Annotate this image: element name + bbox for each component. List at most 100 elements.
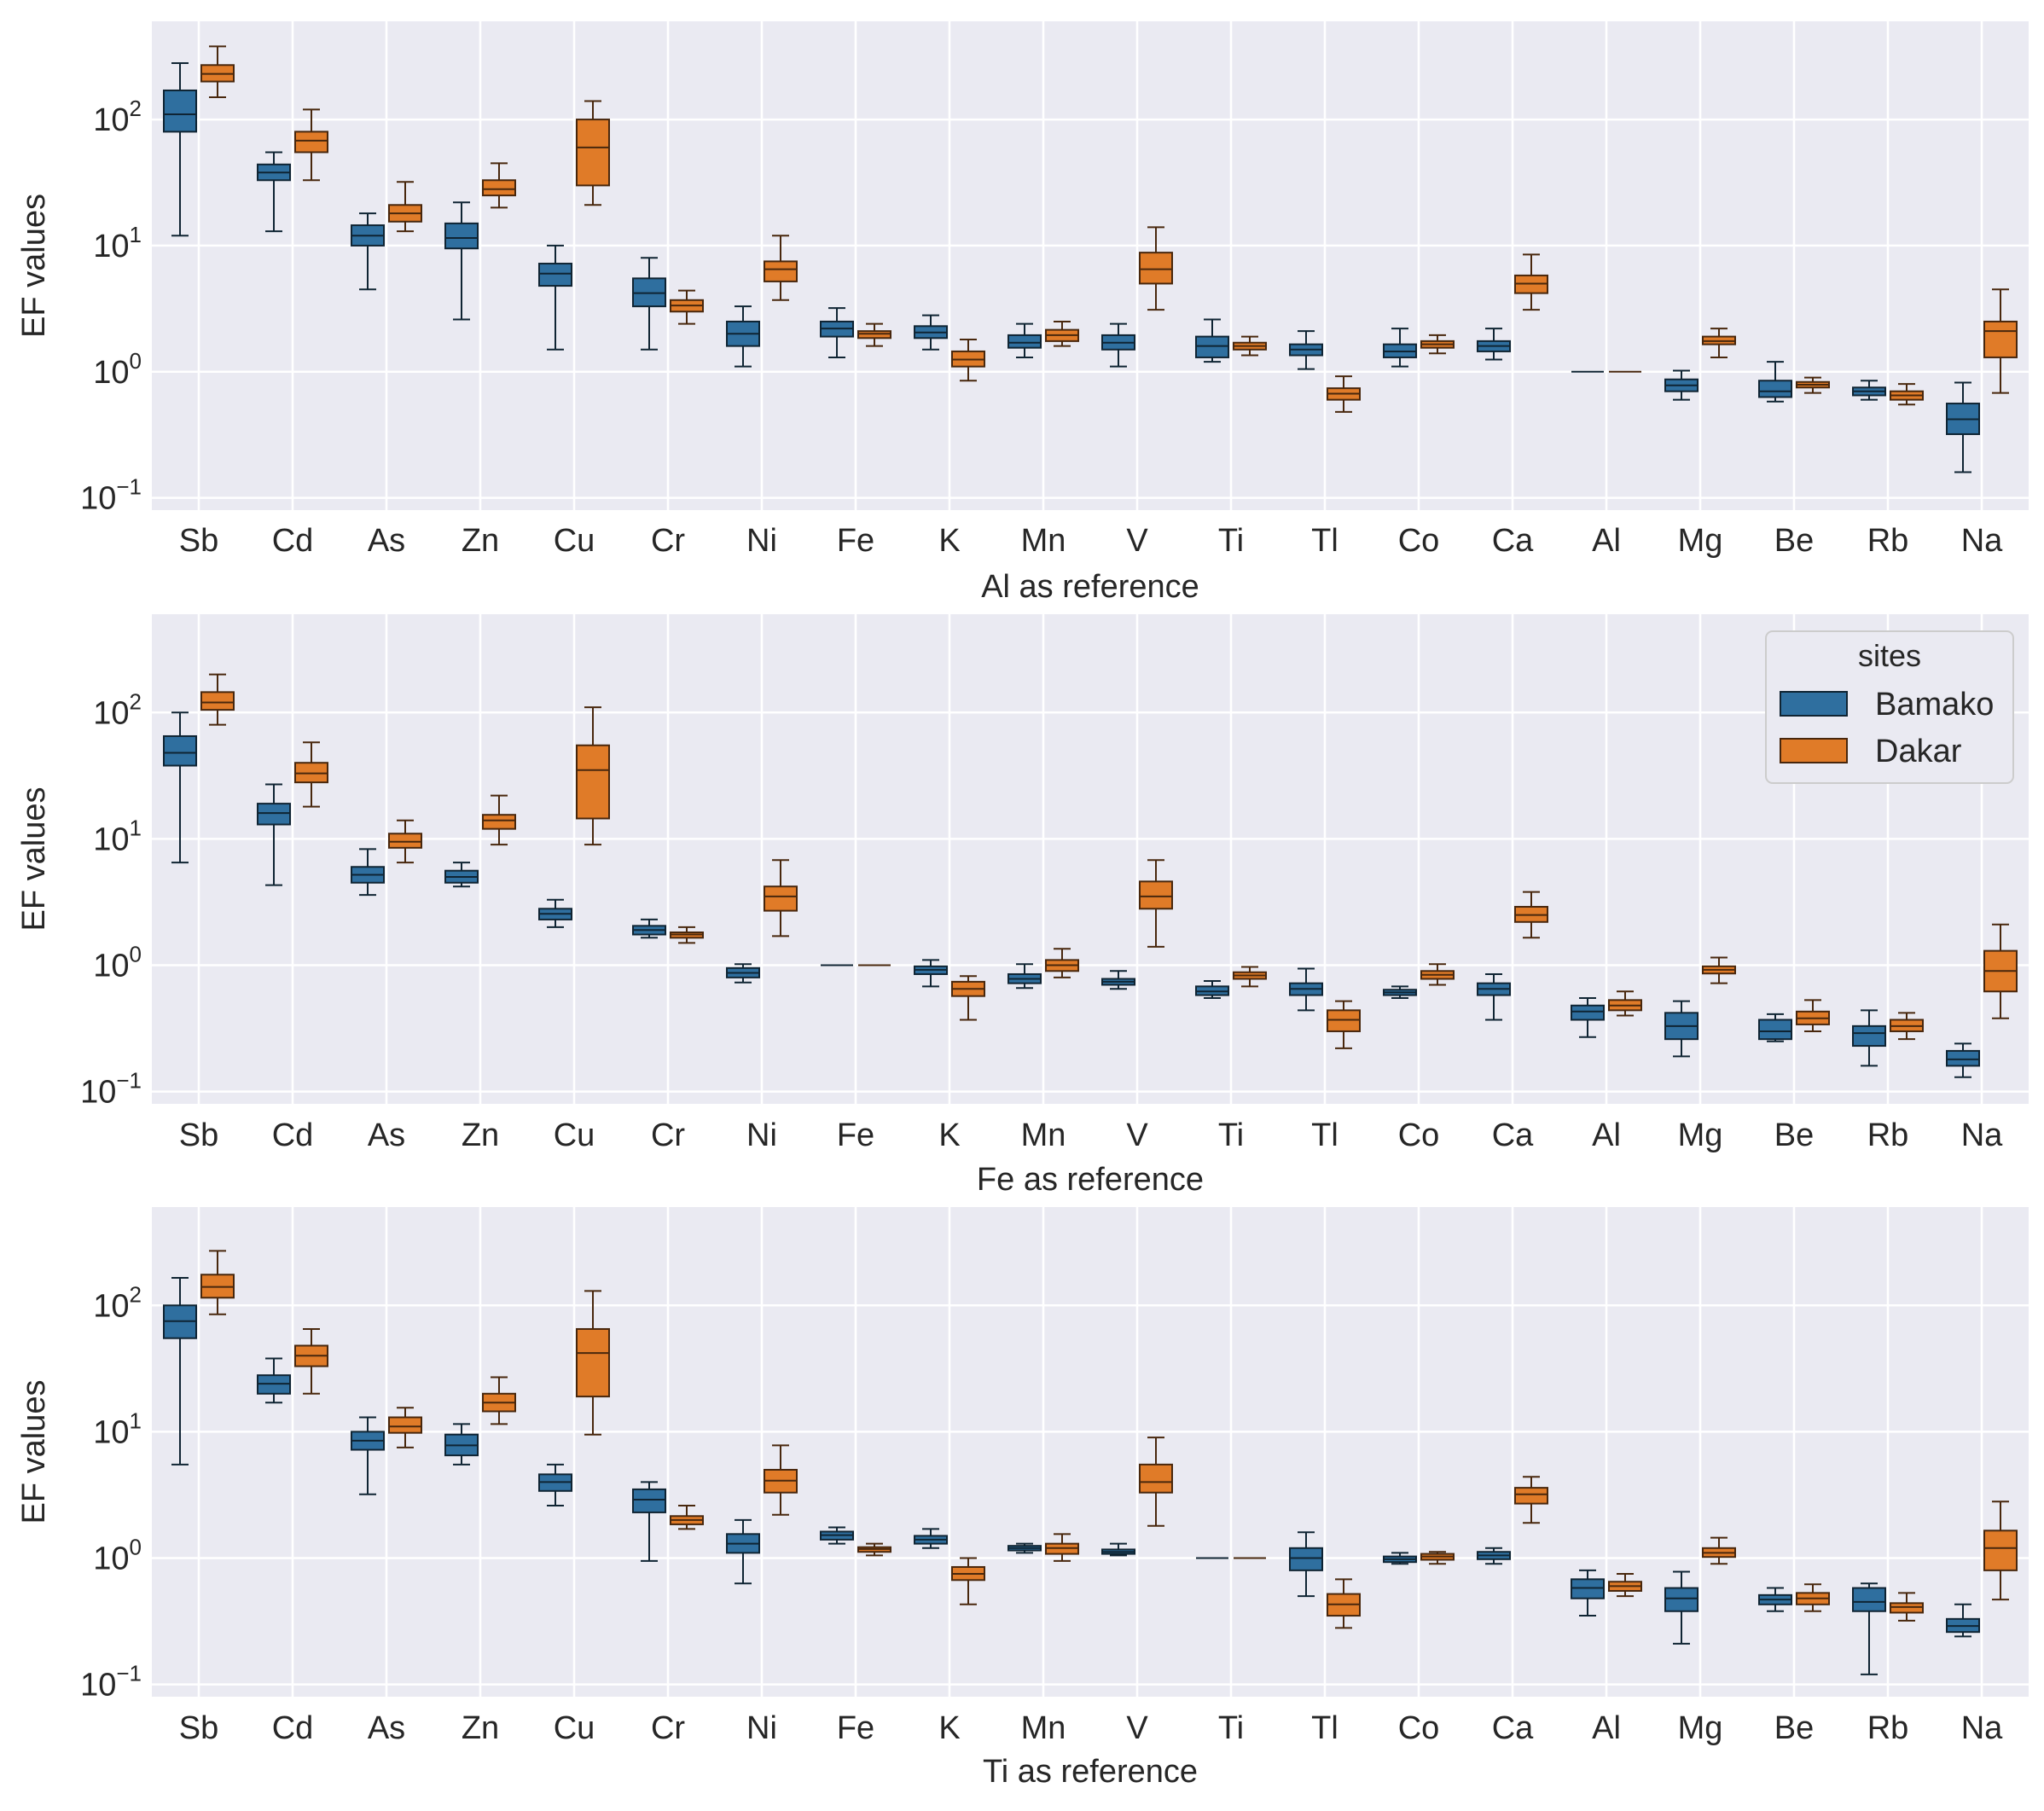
box-bamako-co — [1383, 328, 1417, 368]
y-tick-label: 102 — [93, 1281, 142, 1324]
x-tick-label: Na — [1961, 1710, 2003, 1746]
box-dakar-cr — [670, 926, 704, 944]
box-iqr — [1195, 335, 1229, 358]
box-bamako-al — [1571, 1569, 1605, 1617]
box-bamako-cr — [632, 918, 666, 939]
box-iqr — [482, 179, 516, 197]
box-bamako-mn — [1007, 322, 1042, 358]
box-iqr — [1327, 1009, 1361, 1032]
box-dakar-cr — [670, 1505, 704, 1530]
box-bamako-cd — [257, 1357, 291, 1404]
box-bamako-fe — [820, 1526, 854, 1545]
box-dakar-zn — [482, 794, 516, 846]
legend-label-dakar: Dakar — [1875, 734, 1962, 769]
box-bamako-mg — [1664, 369, 1698, 401]
x-tick-label: Ca — [1492, 523, 1534, 559]
box-dakar-v — [1139, 1437, 1173, 1527]
box-bamako-as — [351, 212, 385, 291]
x-tick-label: Al — [1592, 523, 1621, 559]
box-bamako-tl — [1289, 1531, 1323, 1598]
x-tick-label: Ca — [1492, 1117, 1534, 1153]
box-bamako-be — [1758, 361, 1792, 403]
box-iqr — [1758, 380, 1792, 398]
box-dakar-ni — [764, 1444, 798, 1516]
x-tick-label: Fe — [837, 1117, 874, 1153]
x-tick-label: Al — [1592, 1710, 1621, 1746]
box-iqr — [1139, 880, 1173, 910]
x-tick-label: Ti — [1218, 1117, 1244, 1153]
box-iqr — [1983, 320, 2018, 358]
x-tick-label: Sb — [179, 1117, 218, 1153]
box-dakar-ni — [764, 859, 798, 937]
legend: sites Bamako Dakar — [1765, 630, 2014, 784]
x-tick-label: Fe — [837, 523, 874, 559]
box-bamako-tl — [1289, 967, 1323, 1012]
box-dakar-na — [1983, 1500, 2018, 1601]
x-tick-label: Mg — [1678, 523, 1723, 559]
box-bamako-v — [1101, 322, 1135, 368]
box-dakar-mg — [1702, 328, 1736, 358]
x-tick-label: K — [938, 523, 960, 559]
x-tick-label: K — [938, 1117, 960, 1153]
x-tick-label: Tl — [1311, 523, 1338, 559]
box-bamako-zn — [444, 201, 479, 321]
box-dakar-mg — [1702, 1536, 1736, 1565]
box-dakar-tl — [1327, 375, 1361, 413]
box-bamako-v — [1101, 970, 1135, 990]
legend-label-bamako: Bamako — [1875, 687, 1994, 723]
x-tick-label: Na — [1961, 523, 2003, 559]
x-tick-label: Rb — [1867, 1117, 1909, 1153]
x-tick-label: Ni — [746, 1710, 777, 1746]
box-bamako-zn — [444, 1423, 479, 1466]
x-tick-label: Cu — [554, 523, 595, 559]
x-tick-label: Mn — [1021, 523, 1066, 559]
box-bamako-cu — [538, 1463, 572, 1507]
y-tick-label: 101 — [93, 222, 142, 264]
box-dakar-mg — [1702, 956, 1736, 984]
box-bamako-na — [1946, 1603, 1980, 1638]
box-bamako-mn — [1007, 1542, 1042, 1554]
box-bamako-cr — [632, 1481, 666, 1562]
x-tick-label: Cu — [554, 1710, 595, 1746]
x-tick-label: Ni — [746, 1117, 777, 1153]
x-tick-label: Be — [1774, 523, 1814, 559]
box-dakar-cu — [576, 100, 610, 206]
x-tick-label: Rb — [1867, 1710, 1909, 1746]
x-tick-label: Cd — [272, 1117, 314, 1153]
y-tick-label: 100 — [93, 942, 142, 984]
box-dakar-rb — [1890, 383, 1924, 406]
box-dakar-mn — [1045, 320, 1079, 347]
y-tick-label: 101 — [93, 1408, 142, 1450]
box-bamako-cd — [257, 783, 291, 886]
x-tick-label: Cr — [651, 523, 685, 559]
box-dakar-cu — [576, 706, 610, 846]
box-bamako-as — [351, 1416, 385, 1495]
plot-area — [152, 614, 2029, 1104]
box-dakar-as — [388, 819, 422, 864]
box-bamako-zn — [444, 862, 479, 888]
x-tick-label: Tl — [1311, 1117, 1338, 1153]
box-bamako-mg — [1664, 1000, 1698, 1058]
box-bamako-k — [914, 1528, 948, 1549]
box-bamako-as — [351, 848, 385, 897]
box-dakar-co — [1420, 963, 1455, 986]
x-tick-label: Zn — [462, 1710, 499, 1746]
box-bamako-ca — [1477, 328, 1511, 361]
box-iqr — [576, 744, 610, 820]
box-iqr — [764, 260, 798, 282]
x-tick-label: Be — [1774, 1117, 1814, 1153]
x-tick-label: Be — [1774, 1710, 1814, 1746]
box-dakar-as — [388, 181, 422, 233]
x-axis-label: Ti as reference — [983, 1754, 1198, 1790]
box-iqr — [1946, 1049, 1980, 1067]
box-dakar-k — [951, 975, 985, 1021]
x-tick-label: Sb — [179, 523, 218, 559]
box-dakar-mn — [1045, 1533, 1079, 1562]
box-bamako-be — [1758, 1013, 1792, 1042]
y-axis-label: EF values — [16, 1380, 52, 1524]
box-dakar-sb — [200, 673, 235, 726]
box-bamako-cd — [257, 151, 291, 233]
y-tick-label: 100 — [93, 1535, 142, 1577]
x-tick-label: As — [368, 523, 405, 559]
box-bamako-ni — [726, 963, 760, 984]
